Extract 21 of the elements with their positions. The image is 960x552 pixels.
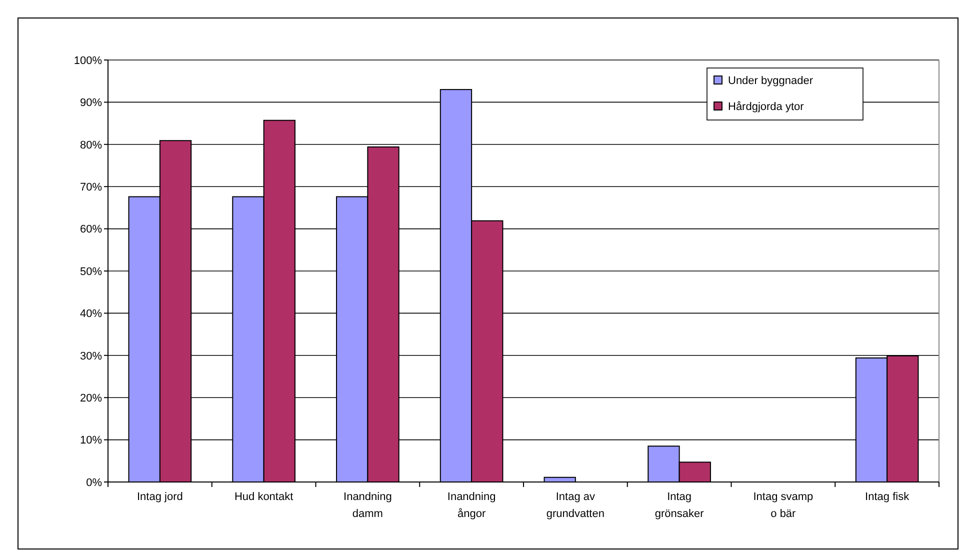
x-tick-label: Hud kontakt <box>234 491 294 503</box>
y-tick-label: 80% <box>80 139 102 152</box>
y-tick-label: 50% <box>80 266 102 278</box>
y-tick-label: 90% <box>80 97 102 110</box>
x-tick-label: Inandning damm <box>344 491 392 520</box>
x-tick-label: Intag av grundvatten <box>546 491 604 520</box>
y-tick-label: 70% <box>80 181 102 194</box>
x-tick-label: Inandning ångor <box>447 491 496 520</box>
y-tick-label: 40% <box>80 308 102 320</box>
y-tick-label: 10% <box>80 434 102 447</box>
y-tick-label: 0% <box>86 476 102 489</box>
x-tick-label: Intag fisk <box>865 491 910 503</box>
y-tick-label: 20% <box>80 392 102 404</box>
x-tick-label: Intag svamp o bär <box>753 491 814 520</box>
legend-label: Hårdgjorda ytor <box>728 100 804 113</box>
x-tick-label: Intag grönsaker <box>654 491 704 520</box>
y-tick-label: 60% <box>80 224 102 236</box>
y-tick-label: 30% <box>80 350 102 362</box>
legend-label: Under byggnader <box>728 74 814 87</box>
x-tick-label: Intag jord <box>137 491 183 503</box>
y-tick-label: 100% <box>74 54 102 67</box>
